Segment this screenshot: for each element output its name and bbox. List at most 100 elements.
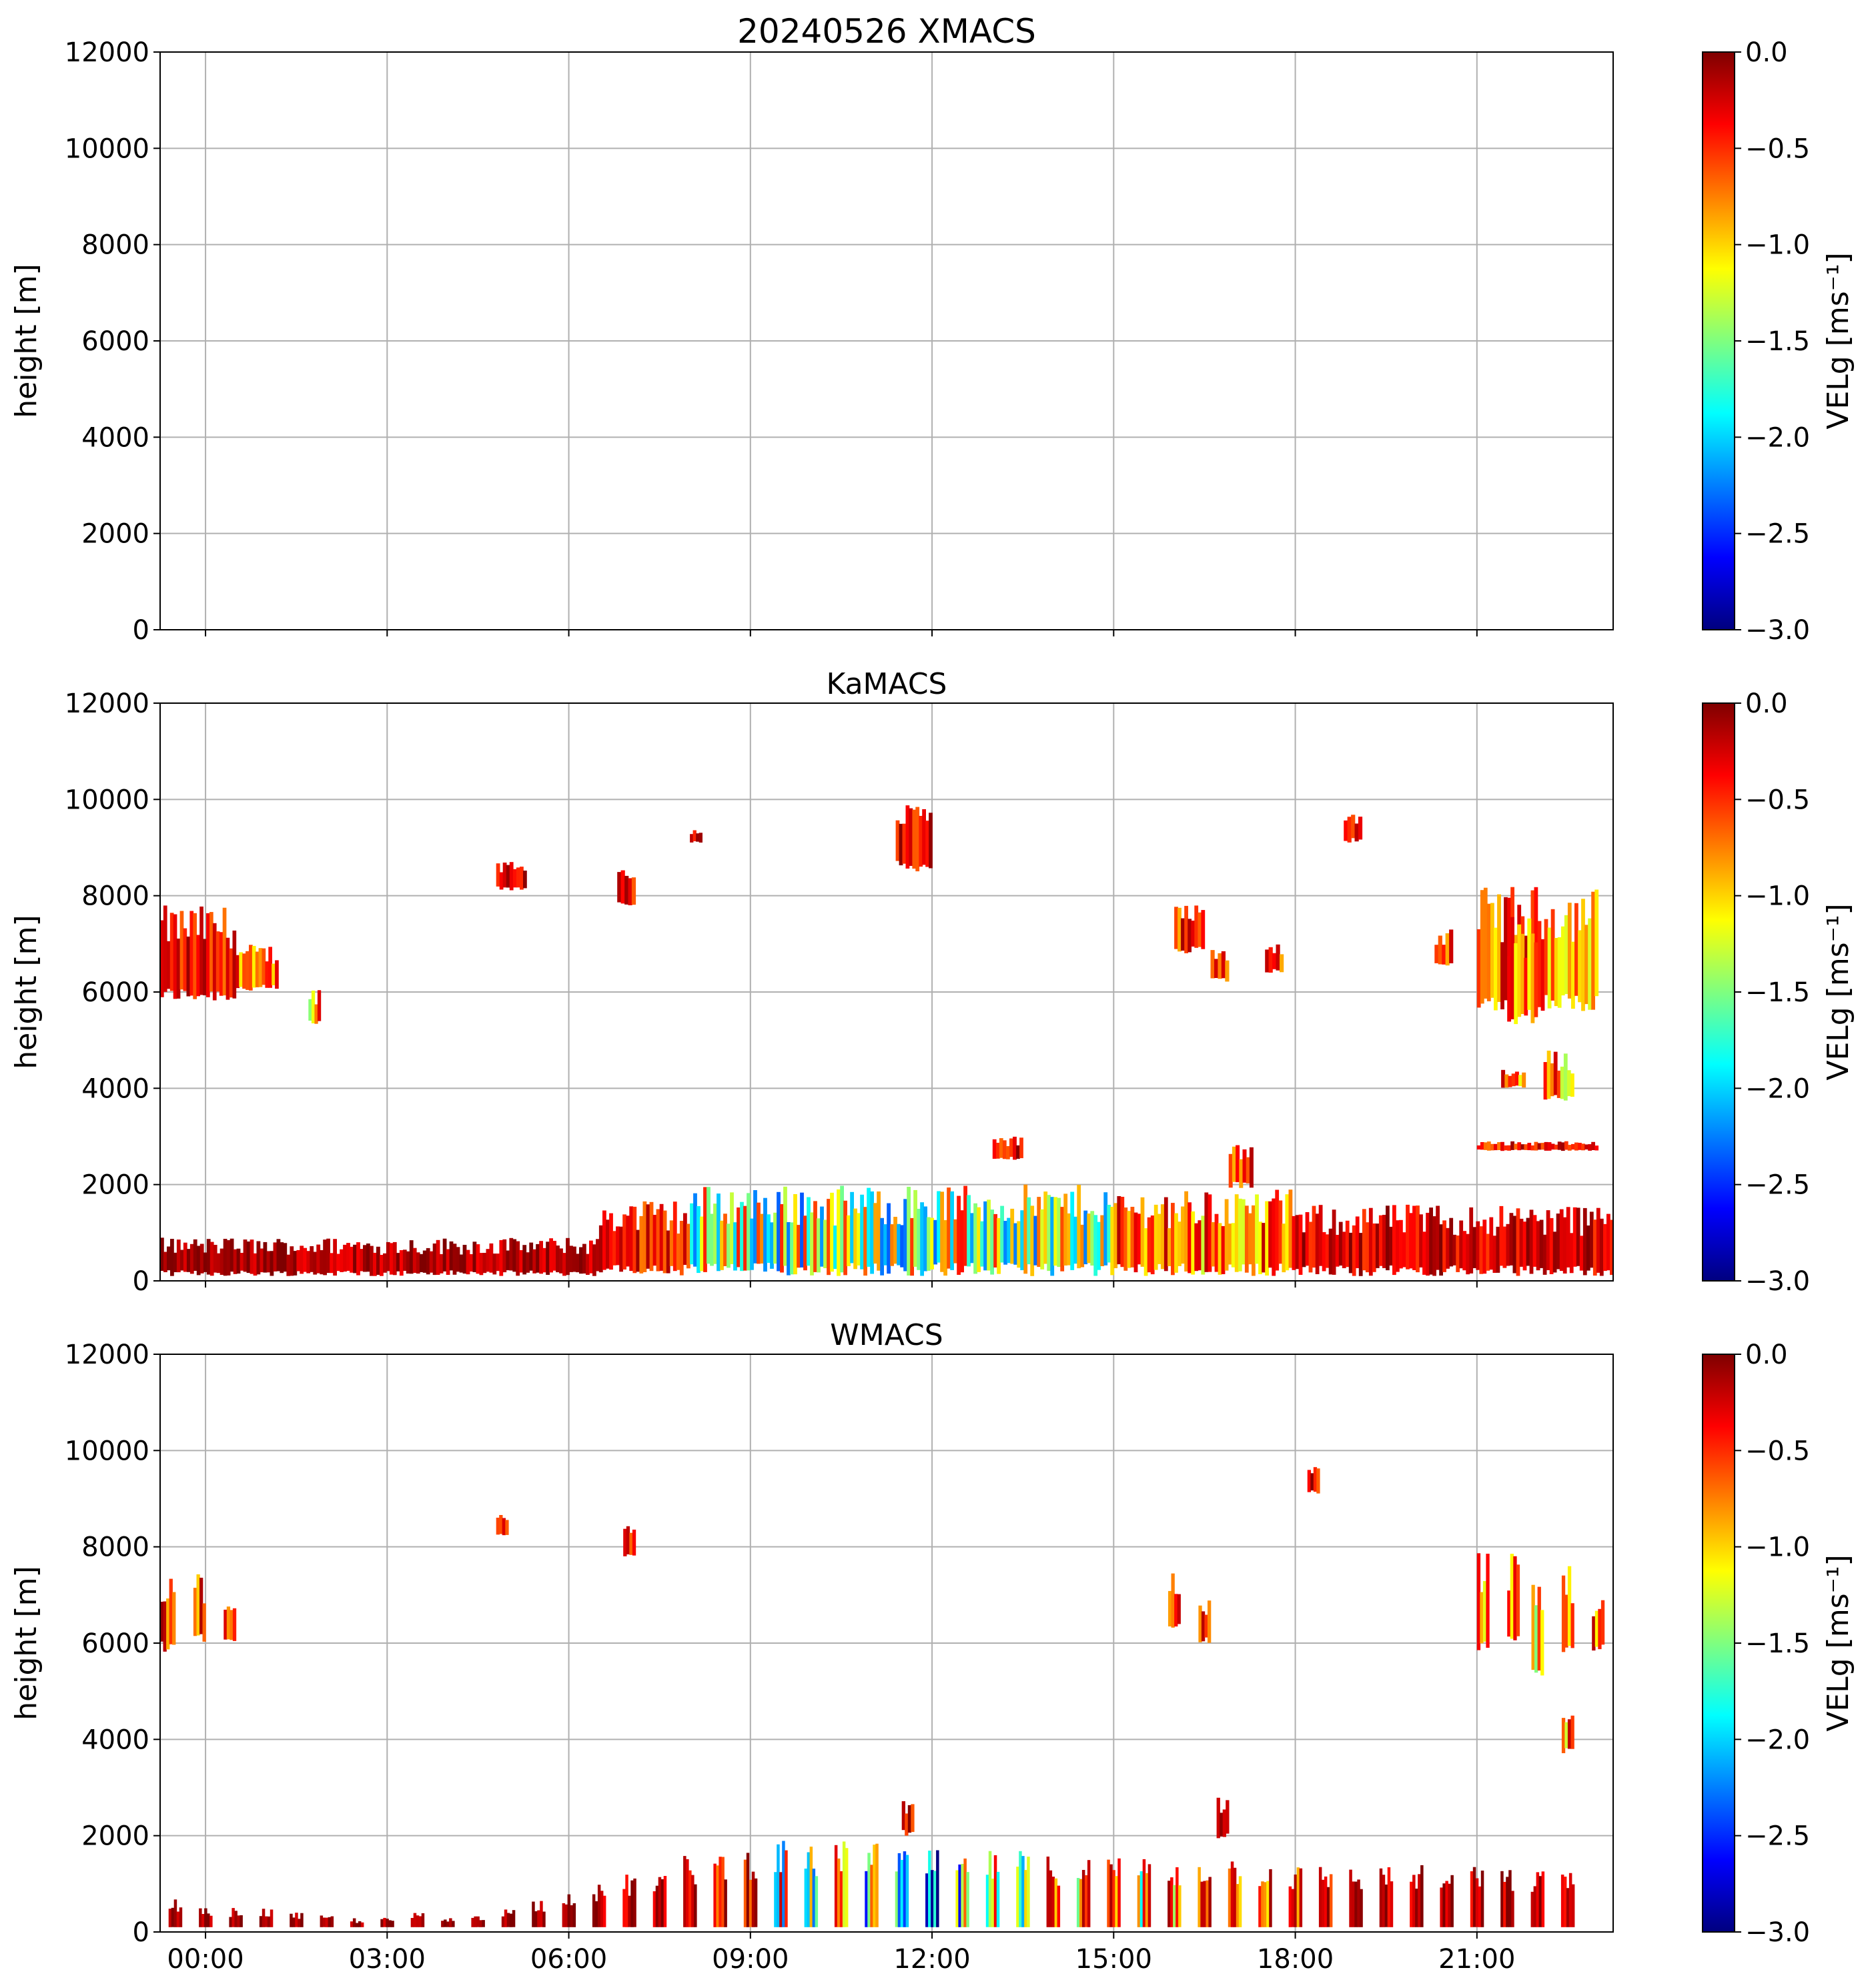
echo-cell	[1412, 1205, 1416, 1270]
echo-column-strip	[754, 1878, 758, 1927]
echo-cell	[399, 1250, 404, 1276]
echo-region	[598, 1201, 690, 1276]
echo-column-strip	[928, 1851, 931, 1927]
echo-cell	[617, 872, 622, 903]
echo-cell	[1292, 1215, 1296, 1270]
echo-cell	[1013, 1136, 1017, 1160]
echo-cell	[1579, 1235, 1584, 1271]
echo-column-strip	[270, 1909, 274, 1927]
echo-cell	[1557, 937, 1562, 1008]
echo-cell	[225, 937, 230, 1000]
echo-cell	[899, 823, 903, 866]
echo-cell	[843, 1200, 847, 1276]
echo-cell	[226, 1240, 231, 1276]
echo-cell	[1530, 933, 1535, 1023]
echo-column-strip	[358, 1921, 362, 1927]
echo-cell	[179, 1250, 184, 1271]
echo-cell	[1574, 1142, 1578, 1151]
colorbar-gradient	[1702, 51, 1735, 630]
echo-cell	[1520, 1144, 1525, 1150]
echo-cell	[1527, 918, 1532, 1010]
echo-column-strip	[719, 1857, 722, 1927]
echo-region	[1476, 1553, 1490, 1650]
echo-cell	[479, 1253, 484, 1276]
echo-cell	[1586, 1225, 1590, 1271]
echo-cell	[1063, 1193, 1068, 1266]
echo-cell	[1552, 1231, 1557, 1273]
echo-cell	[1537, 1586, 1541, 1671]
echo-cell	[1550, 1063, 1554, 1097]
echo-column-strip	[383, 1917, 386, 1927]
echo-column-strip	[452, 1921, 455, 1927]
echo-cell	[930, 1217, 934, 1270]
echo-cell	[683, 1213, 687, 1266]
echo-cell	[1090, 1211, 1095, 1266]
echo-column-strip	[350, 1921, 354, 1927]
echo-cell	[970, 1213, 974, 1264]
echo-cell	[1307, 1470, 1311, 1492]
echo-cell	[1514, 1143, 1518, 1150]
echo-cell	[1221, 951, 1226, 979]
echo-cell	[1344, 820, 1348, 841]
echo-cell	[389, 1243, 394, 1275]
echo-cell	[1382, 1215, 1386, 1268]
echo-cell	[1009, 1138, 1013, 1157]
echo-cell	[850, 1191, 854, 1264]
echo-cell	[917, 1209, 921, 1270]
echo-cell	[229, 1238, 234, 1272]
echo-cell	[1368, 1207, 1373, 1276]
echo-column-strip	[474, 1916, 477, 1927]
echo-cell	[196, 935, 200, 997]
echo-cell	[1003, 1221, 1007, 1265]
echo-column-strip	[352, 1918, 356, 1927]
gridlines	[160, 51, 1613, 630]
echo-column-strip	[564, 1904, 568, 1927]
echo-column-strip	[834, 1845, 838, 1927]
y-tick-label: 12000	[65, 1340, 149, 1370]
echo-cell	[737, 1207, 741, 1268]
echo-cell	[311, 990, 316, 1023]
echo-column-strip	[325, 1917, 329, 1927]
colorbar-tick-label: −1.5	[1745, 1628, 1810, 1659]
echo-cell	[206, 913, 210, 997]
echo-cell	[616, 1226, 620, 1266]
y-tick-label: 0	[133, 1917, 149, 1948]
echo-column-strip	[199, 1908, 202, 1927]
echo-cell	[268, 947, 272, 988]
echo-cell	[773, 1212, 777, 1264]
echo-cell	[1204, 1614, 1208, 1638]
echo-cell	[1348, 1232, 1353, 1274]
echo-cell	[169, 1578, 173, 1644]
echo-column-strip	[537, 1910, 540, 1927]
echo-cell	[950, 1191, 954, 1270]
echo-cell	[631, 877, 636, 905]
echo-column-strip	[264, 1916, 268, 1927]
echo-cell	[1222, 1809, 1226, 1837]
echo-region	[690, 1184, 1115, 1276]
echo-cell	[1298, 1214, 1303, 1275]
echo-region	[1210, 950, 1230, 982]
echo-column-strip	[290, 1913, 293, 1927]
echo-cell	[1560, 1142, 1565, 1151]
echo-column-strip	[1139, 1871, 1143, 1927]
echo-cell	[252, 945, 256, 988]
colorbar-tick-label: −2.5	[1745, 519, 1810, 550]
echo-region	[1507, 1554, 1520, 1640]
echo-cell	[877, 1191, 881, 1271]
echo-cell	[1438, 935, 1442, 965]
echo-cell	[1570, 1715, 1574, 1749]
echo-cell	[696, 833, 700, 842]
echo-cell	[920, 1202, 924, 1276]
echo-cell	[532, 1249, 537, 1274]
echo-cell	[1302, 1232, 1306, 1268]
echo-column-strip	[1420, 1865, 1424, 1927]
echo-column-strip	[1117, 1858, 1121, 1927]
echo-cell	[1566, 1070, 1571, 1097]
echo-column-strip	[1563, 1877, 1567, 1927]
echo-column-strip	[1145, 1873, 1149, 1927]
echo-cell	[1543, 1062, 1548, 1100]
echo-cell	[767, 1214, 771, 1263]
echo-column-strip	[785, 1850, 788, 1927]
echo-cell	[1516, 1208, 1520, 1276]
echo-column-strip	[663, 1876, 667, 1927]
